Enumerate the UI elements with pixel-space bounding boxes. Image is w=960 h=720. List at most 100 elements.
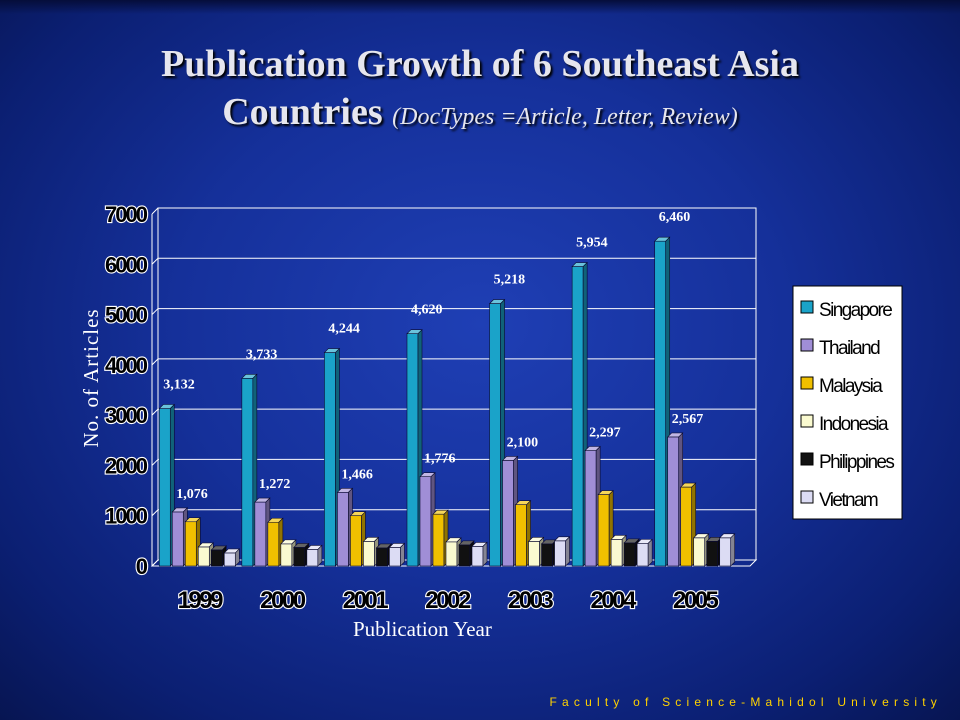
x-tick-label: 2005 bbox=[673, 587, 719, 614]
bar-singapore-2004 bbox=[571, 266, 584, 567]
bar-philippines-2002 bbox=[458, 544, 471, 567]
bar-indonesia-1999 bbox=[197, 546, 210, 567]
bar-philippines-2000 bbox=[293, 547, 306, 567]
bar-malaysia-2005 bbox=[680, 486, 693, 567]
y-tick-label: 2000 bbox=[105, 453, 148, 478]
bar-vietnam-2005 bbox=[719, 537, 732, 567]
x-tick-label: 2003 bbox=[508, 587, 554, 614]
legend-box bbox=[792, 285, 903, 520]
bar-side-vietnam-1999 bbox=[234, 548, 240, 567]
bar-indonesia-2004 bbox=[610, 539, 623, 567]
x-tick-label: 2000 bbox=[260, 587, 306, 614]
legend-label-thailand: Thailand bbox=[819, 338, 880, 359]
bar-malaysia-2000 bbox=[267, 521, 280, 567]
gridline-side bbox=[151, 559, 159, 567]
bar-indonesia-2001 bbox=[363, 541, 375, 567]
bar-malaysia-2002 bbox=[432, 513, 445, 567]
bar-philippines-2005 bbox=[706, 541, 719, 567]
bar-thailand-2004 bbox=[584, 450, 597, 567]
gridline-side bbox=[151, 459, 159, 466]
bar-side-vietnam-2002 bbox=[482, 541, 488, 567]
y-tick-label: 5000 bbox=[105, 303, 148, 328]
bar-vietnam-2004 bbox=[636, 543, 649, 567]
bar-malaysia-2001 bbox=[350, 515, 362, 567]
y-tick-label: 4000 bbox=[105, 353, 148, 378]
y-tick-label: 3000 bbox=[105, 403, 148, 428]
bar-singapore-2000 bbox=[241, 377, 254, 567]
legend-swatch-vietnam bbox=[800, 490, 814, 504]
bar-singapore-2003 bbox=[489, 303, 501, 567]
legend-label-vietnam: Vietnam bbox=[819, 490, 878, 511]
data-label-singapore: 4,244 bbox=[328, 322, 360, 337]
legend-label-philippines: Philippines bbox=[819, 452, 894, 473]
data-label-thailand: 2,100 bbox=[507, 435, 538, 450]
gridline-side bbox=[151, 207, 159, 215]
x-tick-label: 1999 bbox=[178, 587, 224, 614]
x-tick-label: 2002 bbox=[425, 587, 471, 614]
data-label-singapore: 6,460 bbox=[659, 210, 691, 225]
bar-singapore-2002 bbox=[406, 333, 419, 567]
y-tick-label: 0 bbox=[136, 554, 148, 579]
data-label-singapore: 5,218 bbox=[494, 273, 525, 288]
bar-side-vietnam-2005 bbox=[730, 533, 736, 567]
legend-swatch-singapore bbox=[800, 300, 814, 314]
bar-thailand-2002 bbox=[419, 476, 432, 567]
bar-thailand-2003 bbox=[502, 460, 514, 567]
title-main-line1: Publication Growth of 6 Southeast Asia bbox=[161, 43, 799, 85]
data-label-thailand: 1,776 bbox=[424, 452, 456, 467]
bar-thailand-2005 bbox=[667, 436, 680, 567]
bar-side-vietnam-2003 bbox=[565, 536, 570, 567]
y-axis-title: No. of Articles bbox=[79, 308, 103, 447]
gridline-side bbox=[151, 257, 159, 265]
bar-singapore-1999 bbox=[158, 408, 171, 567]
data-label-singapore: 5,954 bbox=[576, 236, 608, 251]
bar-indonesia-2005 bbox=[693, 537, 706, 567]
gridline-side bbox=[151, 408, 159, 416]
bar-malaysia-1999 bbox=[184, 521, 197, 567]
y-tick-label: 7000 bbox=[105, 202, 148, 227]
bar-thailand-2001 bbox=[337, 491, 349, 567]
bar-indonesia-2003 bbox=[528, 541, 540, 567]
bar-malaysia-2003 bbox=[515, 504, 527, 567]
bar-philippines-2003 bbox=[541, 543, 553, 567]
bar-thailand-2000 bbox=[254, 501, 267, 567]
y-tick-label: 1000 bbox=[105, 504, 148, 529]
bar-indonesia-2000 bbox=[280, 543, 293, 567]
bar-vietnam-2001 bbox=[389, 547, 401, 567]
data-label-thailand: 1,466 bbox=[341, 467, 373, 482]
legend-swatch-philippines bbox=[800, 452, 814, 466]
data-label-singapore: 4,620 bbox=[411, 303, 443, 318]
x-tick-label: 2001 bbox=[343, 587, 389, 614]
legend-swatch-indonesia bbox=[800, 414, 814, 428]
data-label-thailand: 1,076 bbox=[176, 487, 208, 502]
legend-swatch-thailand bbox=[800, 338, 814, 352]
x-tick-label: 2004 bbox=[590, 587, 637, 614]
bar-side-vietnam-2000 bbox=[317, 544, 323, 567]
bar-philippines-2004 bbox=[623, 542, 636, 567]
data-label-thailand: 1,272 bbox=[259, 477, 291, 492]
gridline-side bbox=[151, 358, 159, 366]
bar-side-vietnam-2001 bbox=[400, 542, 405, 567]
bar-philippines-2001 bbox=[376, 547, 388, 567]
title-main-line2: Countries bbox=[222, 91, 383, 133]
footer-text: Faculty of Science-Mahidol University bbox=[549, 695, 942, 709]
data-label-singapore: 3,132 bbox=[163, 378, 195, 393]
slide-title: Publication Growth of 6 Southeast Asia C… bbox=[40, 40, 920, 141]
bar-indonesia-2002 bbox=[445, 541, 458, 567]
data-label-thailand: 2,567 bbox=[672, 412, 704, 427]
bar-philippines-1999 bbox=[210, 549, 223, 567]
legend-label-indonesia: Indonesia bbox=[819, 414, 889, 435]
title-subtitle: (DocTypes =Article, Letter, Review) bbox=[392, 104, 738, 130]
bar-side-vietnam-2004 bbox=[647, 538, 653, 567]
legend-swatch-malaysia bbox=[800, 376, 814, 390]
top-band bbox=[0, 0, 960, 14]
gridline-side bbox=[151, 308, 159, 315]
data-label-thailand: 2,297 bbox=[589, 425, 621, 440]
bar-singapore-2005 bbox=[654, 240, 667, 567]
gridline-side bbox=[151, 509, 159, 517]
data-label-singapore: 3,733 bbox=[246, 347, 278, 362]
bar-thailand-1999 bbox=[171, 511, 184, 567]
legend-label-singapore: Singapore bbox=[819, 300, 892, 321]
bar-malaysia-2004 bbox=[597, 494, 610, 567]
